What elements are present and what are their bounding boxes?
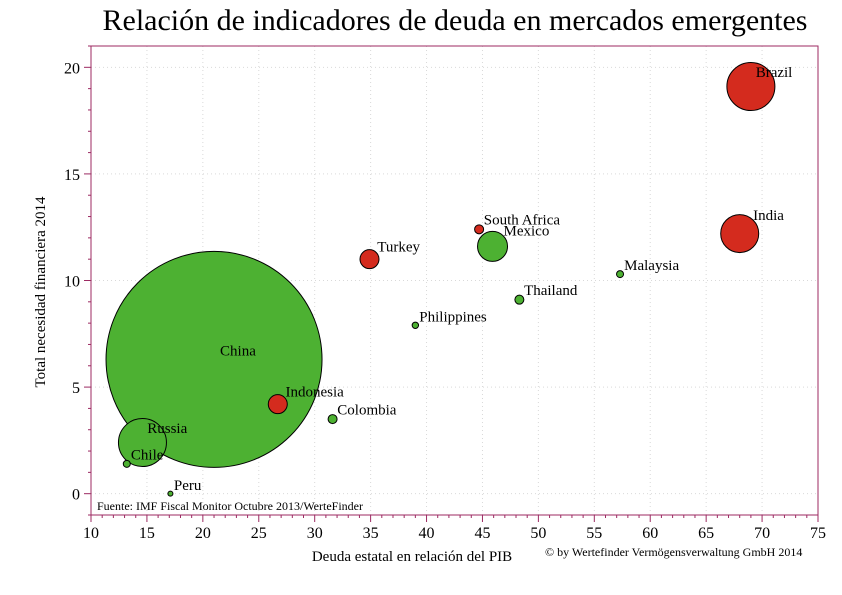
x-tick-label: 15 bbox=[139, 525, 155, 542]
point-label-thailand: Thailand bbox=[524, 283, 578, 299]
bubble-mexico bbox=[477, 230, 509, 262]
bubble-south-africa bbox=[474, 224, 485, 235]
y-axis-label: Total necesidad financiera 2014 bbox=[33, 196, 49, 387]
point-label-indonesia: Indonesia bbox=[285, 384, 344, 400]
point-label-turkey: Turkey bbox=[377, 239, 420, 255]
point-label-brazil: Brazil bbox=[756, 65, 793, 81]
bubble-india bbox=[720, 214, 760, 254]
x-tick-label: 45 bbox=[474, 525, 490, 542]
bubble-china bbox=[105, 250, 323, 468]
bubble-colombia bbox=[327, 414, 338, 425]
y-tick-label: 20 bbox=[64, 60, 80, 77]
x-axis-label: Deuda estatal en relación del PIB bbox=[312, 549, 512, 565]
x-tick-label: 35 bbox=[363, 525, 379, 542]
point-label-colombia: Colombia bbox=[337, 402, 397, 418]
x-tick-label: 75 bbox=[810, 525, 826, 542]
chart-title: Relación de indicadores de deuda en merc… bbox=[102, 4, 808, 37]
x-tick-label: 30 bbox=[307, 525, 323, 542]
bubble-philippines bbox=[411, 321, 420, 329]
y-tick-label: 0 bbox=[72, 487, 80, 504]
bubble-malaysia bbox=[616, 270, 625, 279]
bubble-brazil bbox=[726, 62, 776, 112]
x-tick-label: 40 bbox=[419, 525, 435, 542]
x-tick-label: 70 bbox=[754, 525, 770, 542]
x-tick-label: 20 bbox=[195, 525, 211, 542]
bubble-chile bbox=[122, 459, 131, 468]
bubble-turkey bbox=[359, 249, 380, 270]
x-tick-label: 50 bbox=[530, 525, 546, 542]
point-label-china: China bbox=[220, 343, 256, 359]
bubble-russia bbox=[117, 418, 167, 468]
point-label-india: India bbox=[753, 208, 784, 224]
x-tick-label: 55 bbox=[586, 525, 602, 542]
bubble-layer bbox=[105, 62, 776, 497]
point-label-russia: Russia bbox=[147, 421, 187, 437]
bubble-thailand bbox=[514, 294, 525, 305]
y-tick-label: 5 bbox=[72, 380, 80, 397]
x-tick-label: 25 bbox=[251, 525, 267, 542]
x-tick-label: 65 bbox=[698, 525, 714, 542]
point-label-peru: Peru bbox=[174, 478, 202, 494]
point-label-chile: Chile bbox=[131, 448, 164, 464]
point-label-philippines: Philippines bbox=[419, 309, 487, 325]
point-label-mexico: Mexico bbox=[504, 223, 550, 239]
x-tick-label: 10 bbox=[83, 525, 99, 542]
x-tick-label: 60 bbox=[642, 525, 658, 542]
y-tick-label: 10 bbox=[64, 274, 80, 291]
point-label-south-africa: South Africa bbox=[484, 213, 561, 229]
tick-layer: 10 15 20 25 30 35 40 45 50 55 60 65 70 75 0 5 10 15 20 bbox=[64, 45, 826, 542]
point-label-malaysia: Malaysia bbox=[624, 258, 679, 274]
y-tick-label: 15 bbox=[64, 167, 80, 184]
bubble-peru bbox=[167, 490, 174, 497]
copyright-note: © by Wertefinder Vermögensverwaltung Gmb… bbox=[545, 545, 802, 559]
source-note: Fuente: IMF Fiscal Monitor Octubre 2013/… bbox=[97, 499, 363, 513]
bubble-indonesia bbox=[267, 394, 288, 415]
